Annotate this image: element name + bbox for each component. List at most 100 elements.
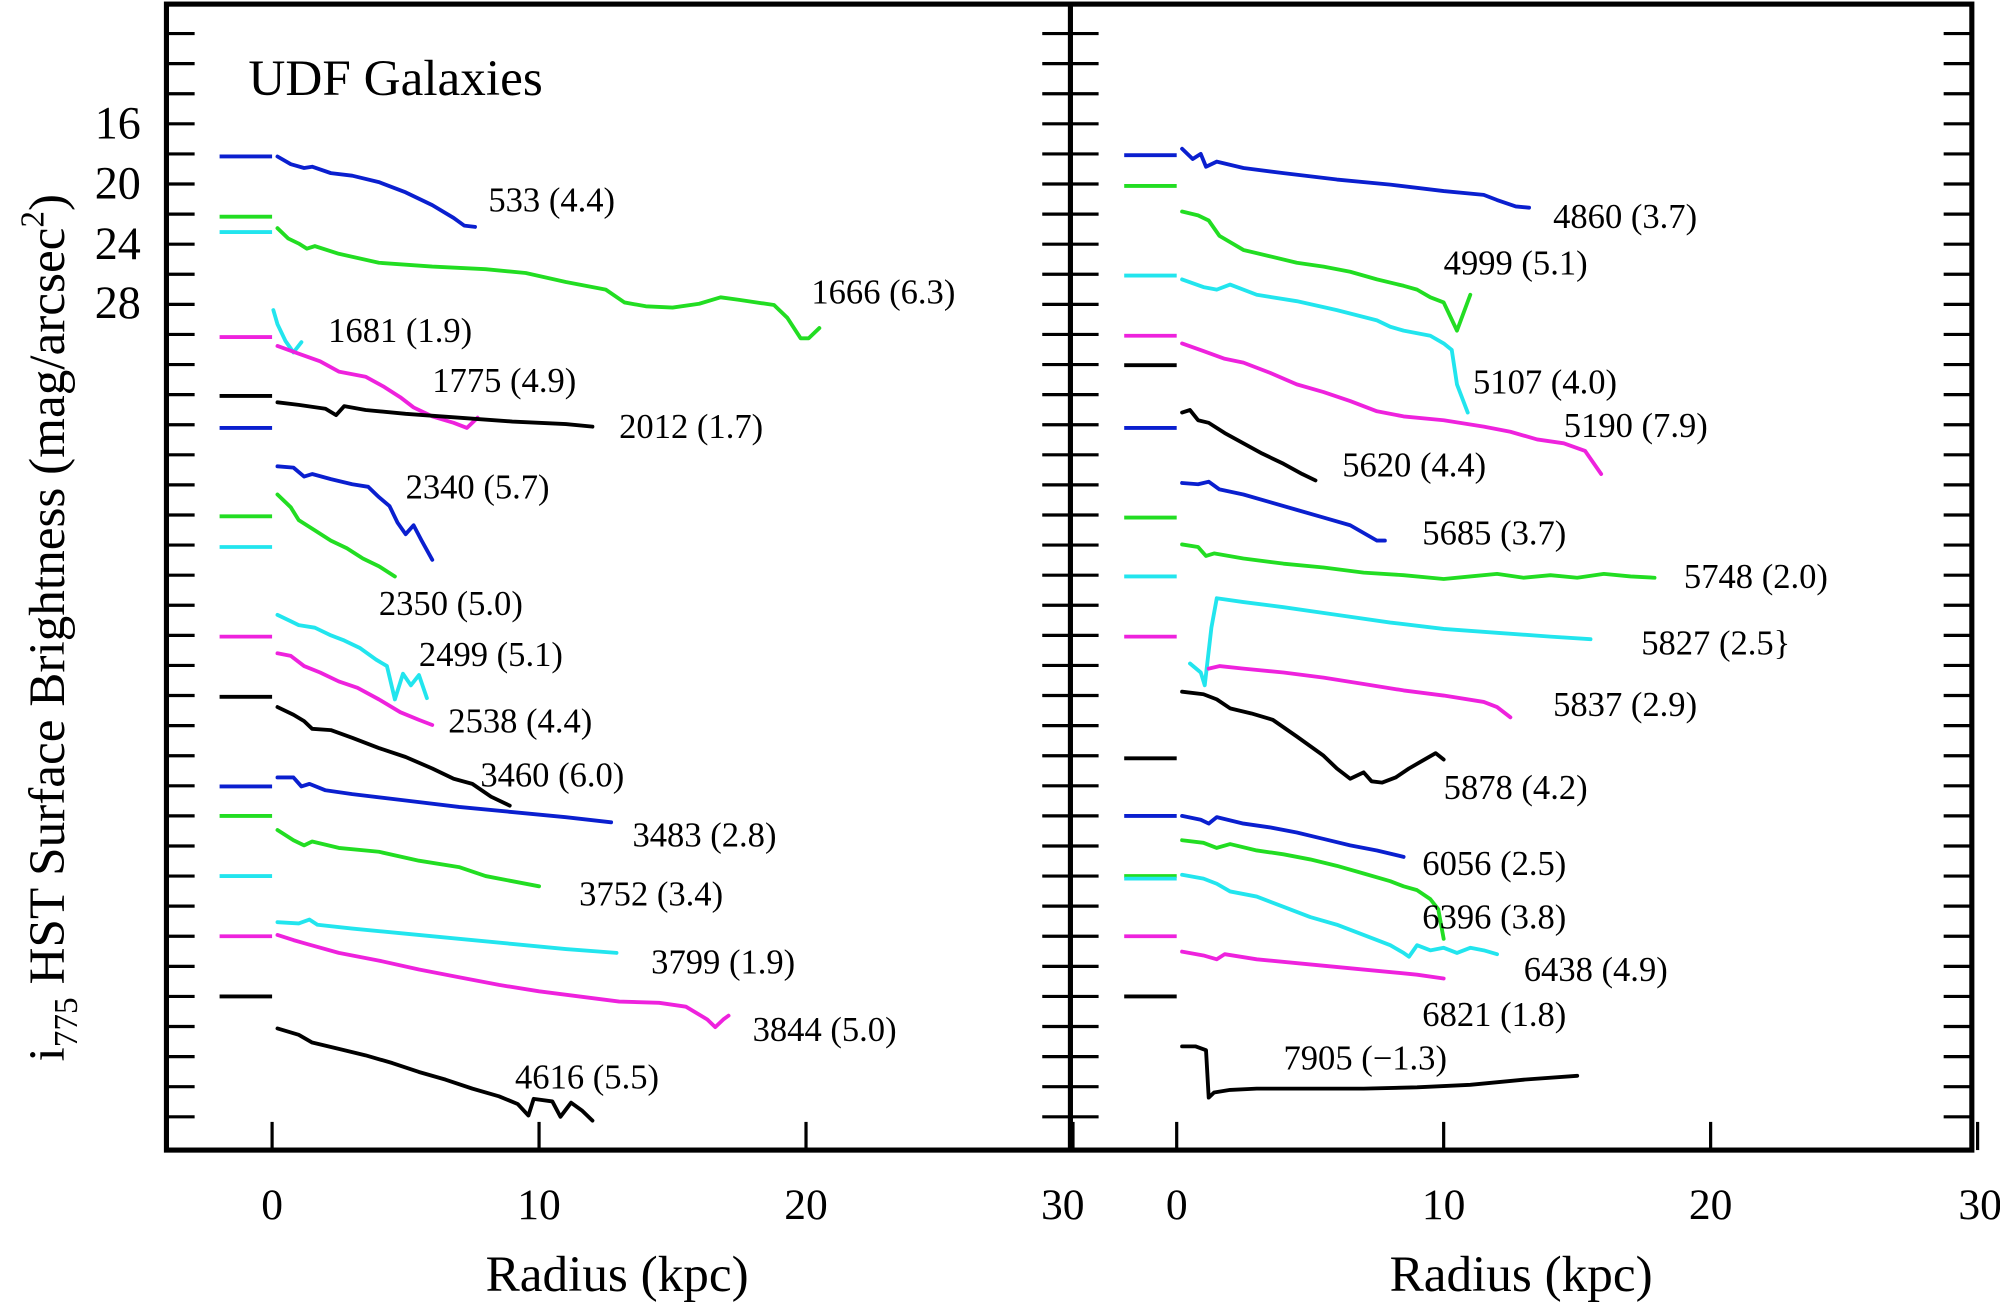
series-6821: 6821 (1.8) xyxy=(1124,934,1566,1034)
series-6056: 6056 (2.5) xyxy=(1124,813,1566,883)
curve-label: 5620 (4.4) xyxy=(1342,447,1486,485)
curve-label: 6438 (4.9) xyxy=(1524,951,1668,989)
profile-curve xyxy=(275,154,477,229)
series-1666: 1666 (6.3) xyxy=(219,214,955,341)
curve-label: 3460 (6.0) xyxy=(480,756,624,794)
curve-label: 2350 (5.0) xyxy=(379,585,523,623)
y-axis-title-close: ) xyxy=(19,194,76,211)
profile-curve xyxy=(275,464,435,562)
curve-label: 2538 (4.4) xyxy=(448,703,592,741)
curve-label: 1775 (4.9) xyxy=(432,362,576,400)
x-tick-label: 10 xyxy=(517,1181,561,1229)
series-5878: 5878 (4.2) xyxy=(1124,689,1588,807)
curve-label: 4860 (3.7) xyxy=(1553,198,1697,236)
curve-label: 5748 (2.0) xyxy=(1684,558,1828,596)
profile-curve xyxy=(1180,209,1473,333)
profile-curve xyxy=(275,828,541,889)
profile-curve xyxy=(1180,146,1531,210)
profile-curve xyxy=(275,226,822,341)
y-axis-title-main: i xyxy=(19,1047,76,1061)
x-axis-title-left: Radius (kpc) xyxy=(486,1246,749,1303)
curve-label: 5190 (7.9) xyxy=(1564,407,1708,445)
profile-curve xyxy=(271,308,304,355)
series-533: 533 (4.4) xyxy=(219,154,615,229)
profile-curve xyxy=(275,705,512,808)
y-tick-label: 24 xyxy=(95,218,141,269)
series-2012: 2012 (1.7) xyxy=(219,393,763,446)
profile-curve xyxy=(1180,277,1470,415)
curve-label: 3799 (1.9) xyxy=(651,943,795,981)
series-2538: 2538 (4.4) xyxy=(219,634,592,741)
curve-label: 1681 (1.9) xyxy=(328,312,472,350)
curve-label: 4999 (5.1) xyxy=(1444,244,1588,282)
curve-label: 6396 (3.8) xyxy=(1422,899,1566,937)
y-axis-title: i775 HST Surface Brightness (mag/arcsec2… xyxy=(15,194,85,1062)
curve-label: 2499 (5.1) xyxy=(419,636,563,674)
profile-curve xyxy=(275,612,429,702)
panel-title: UDF Galaxies xyxy=(248,50,542,107)
series-5190: 5190 (7.9) xyxy=(1124,333,1708,476)
profile-curve xyxy=(275,651,435,727)
profile-curve xyxy=(275,775,614,825)
series-5748: 5748 (2.0) xyxy=(1124,515,1828,596)
x-axis-title-right: Radius (kpc) xyxy=(1390,1246,1653,1303)
profile-curve xyxy=(1180,872,1499,959)
series-3844: 3844 (5.0) xyxy=(219,933,897,1049)
profile-curve xyxy=(1180,949,1446,981)
profile-curve xyxy=(275,933,731,1030)
series-3799: 3799 (1.9) xyxy=(219,874,795,981)
x-tick-label: 20 xyxy=(1689,1181,1733,1229)
profile-curve xyxy=(1206,664,1513,720)
series-4999: 4999 (5.1) xyxy=(1124,184,1588,333)
curve-label: 3844 (5.0) xyxy=(753,1011,897,1049)
profile-curve xyxy=(275,344,480,430)
series-2350: 2350 (5.0) xyxy=(219,492,523,623)
y-tick-label: 16 xyxy=(95,98,141,149)
profile-curve xyxy=(1180,542,1657,581)
series-2340: 2340 (5.7) xyxy=(219,426,550,562)
x-tick-label: 30 xyxy=(1958,1181,2000,1229)
profile-curve xyxy=(275,1026,595,1123)
profile-curve xyxy=(275,917,619,955)
y-tick-label: 20 xyxy=(95,158,141,209)
series-6438: 6438 (4.9) xyxy=(1124,872,1668,989)
curve-label: 5827 (2.5} xyxy=(1641,625,1790,663)
series-4860: 4860 (3.7) xyxy=(1124,146,1697,236)
curve-label: 5878 (4.2) xyxy=(1444,769,1588,807)
series-6396: 6396 (3.8) xyxy=(1124,838,1566,941)
x-tick-label: 10 xyxy=(1422,1181,1466,1229)
curve-label: 5685 (3.7) xyxy=(1422,514,1566,552)
series-5685: 5685 (3.7) xyxy=(1124,426,1566,552)
y-tick-label: 28 xyxy=(95,277,141,328)
y-axis-title-text: HST Surface Brightness (mag/arcsec xyxy=(19,228,76,998)
series-4616: 4616 (5.5) xyxy=(219,994,659,1123)
curve-label: 5107 (4.0) xyxy=(1473,363,1617,401)
profile-curve xyxy=(1180,689,1446,785)
series-3460: 3460 (6.0) xyxy=(219,694,624,808)
profile-curve xyxy=(1180,813,1406,859)
profile-curve xyxy=(1180,408,1318,483)
y-axis-title-subscript: 775 xyxy=(48,997,85,1047)
y-axis-title-superscript: 2 xyxy=(15,211,52,228)
curve-label: 1666 (6.3) xyxy=(811,274,955,312)
x-tick-label: 20 xyxy=(784,1181,828,1229)
curve-label: 2340 (5.7) xyxy=(406,468,550,506)
curve-label: 3752 (3.4) xyxy=(579,876,723,914)
curve-label: 6821 (1.8) xyxy=(1422,996,1566,1034)
profile-curve xyxy=(1188,596,1593,688)
series-5107: 5107 (4.0) xyxy=(1124,273,1617,415)
profile-curve xyxy=(275,492,397,579)
series-5827: 5827 (2.5} xyxy=(1124,574,1790,688)
curve-label: 4616 (5.5) xyxy=(515,1059,659,1097)
x-tick-label: 0 xyxy=(261,1181,283,1229)
series-3483: 3483 (2.8) xyxy=(219,775,776,855)
profile-curve xyxy=(1180,1044,1580,1100)
x-tick-label: 30 xyxy=(1041,1181,1085,1229)
curve-label: 533 (4.4) xyxy=(488,182,615,220)
profile-curve xyxy=(1180,479,1387,543)
series-1681: 1681 (1.9) xyxy=(219,230,472,355)
profile-curve xyxy=(1180,838,1446,941)
series-1775: 1775 (4.9) xyxy=(219,335,576,430)
series-5837: 5837 (2.9) xyxy=(1124,634,1697,724)
